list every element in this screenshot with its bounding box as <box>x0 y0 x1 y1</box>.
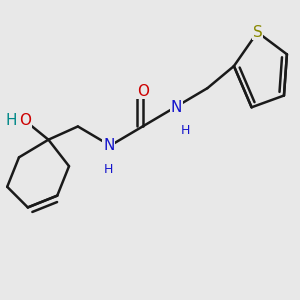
Text: N: N <box>171 100 182 115</box>
Text: H: H <box>104 163 113 176</box>
Text: O: O <box>19 113 31 128</box>
Text: H: H <box>6 113 17 128</box>
Text: H: H <box>181 124 190 137</box>
Text: N: N <box>103 138 115 153</box>
Text: O: O <box>136 84 148 99</box>
Text: S: S <box>253 25 262 40</box>
